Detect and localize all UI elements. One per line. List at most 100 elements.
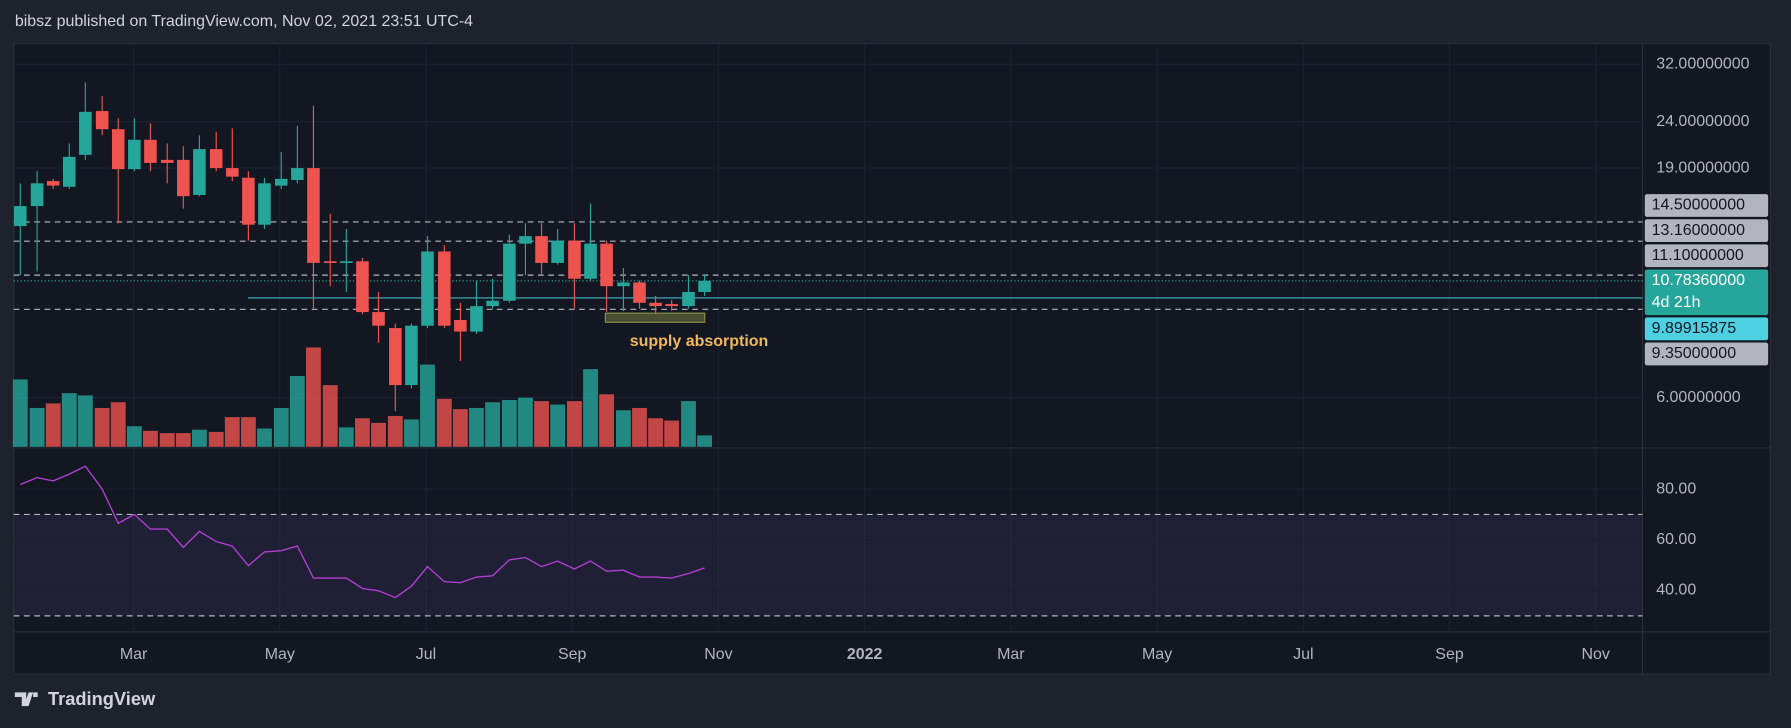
- candle-body: [144, 139, 157, 163]
- chart-area: [13, 43, 1644, 675]
- brand-name: TradingView: [48, 688, 156, 709]
- candle-body: [535, 236, 548, 263]
- candle-body: [372, 312, 385, 326]
- price-line-label: 9.35000000: [1652, 345, 1737, 362]
- price-line-box: [1644, 219, 1769, 243]
- volume-bar: [322, 385, 338, 447]
- y-tick-label: 32.00000000: [1656, 55, 1749, 72]
- candle-body: [128, 139, 141, 170]
- volume-bar: [289, 375, 305, 447]
- price-line-label: 14.50000000: [1652, 197, 1745, 214]
- volume-bar: [306, 347, 321, 447]
- candle-body: [698, 280, 711, 292]
- volume-bar: [420, 364, 435, 447]
- volume-bar: [191, 429, 207, 447]
- candle-body: [242, 177, 255, 225]
- volume-bar: [175, 433, 191, 447]
- candle-body: [356, 261, 369, 313]
- volume-bar: [452, 409, 468, 447]
- volume-bar: [29, 407, 45, 447]
- volume-bar: [681, 401, 696, 447]
- candle-body: [160, 159, 174, 163]
- volume-bar: [338, 427, 354, 447]
- volume-bar: [664, 420, 680, 447]
- x-tick-label: May: [265, 646, 295, 663]
- volume-bar: [94, 407, 110, 447]
- candle-body: [46, 181, 60, 186]
- y-tick-label: 19.00000000: [1656, 159, 1749, 176]
- x-tick-label: Nov: [1582, 646, 1610, 663]
- candle-body: [568, 240, 581, 279]
- last-price-box: [1644, 269, 1769, 316]
- volume-bar: [501, 399, 517, 447]
- x-tick-label: Mar: [120, 646, 148, 663]
- rsi-tick-label: 40.00: [1656, 582, 1696, 599]
- price-line-label: 13.16000000: [1652, 222, 1745, 239]
- candle-body: [503, 243, 516, 301]
- header-text: bibsz published on TradingView.com, Nov …: [15, 13, 473, 30]
- x-tick-label: Jul: [1293, 646, 1313, 663]
- x-tick-label: 2022: [847, 646, 883, 663]
- candle-body: [209, 149, 223, 169]
- logo: TradingView: [14, 688, 156, 709]
- candle-body: [340, 261, 353, 263]
- candle-body: [665, 304, 678, 307]
- y-tick-label: 24.00000000: [1656, 113, 1749, 130]
- volume-bar: [257, 428, 272, 447]
- candle-body: [193, 149, 206, 195]
- volume-bar: [632, 407, 647, 447]
- candle-body: [274, 178, 288, 186]
- candle-body: [323, 261, 337, 263]
- volume-bar: [648, 418, 664, 447]
- x-tick-label: Jul: [416, 646, 436, 663]
- rsi-line: [20, 465, 705, 599]
- volume-bar: [354, 418, 370, 447]
- candle-body: [617, 282, 630, 287]
- price-line-box: [1644, 342, 1769, 366]
- candle-body: [421, 251, 434, 326]
- rsi-tick-label: 60.00: [1656, 531, 1696, 548]
- x-tick-label: Sep: [558, 646, 587, 663]
- volume-bar: [12, 379, 28, 447]
- candle-body: [405, 325, 418, 386]
- candle-body: [584, 243, 597, 279]
- candle-body: [14, 206, 27, 227]
- volume-bar: [534, 401, 549, 447]
- candle-body: [600, 243, 613, 287]
- candle-body: [62, 156, 76, 187]
- volume-bar: [599, 394, 615, 447]
- volume-bar: [224, 417, 240, 447]
- volume-bar: [208, 431, 224, 447]
- volume-bar: [371, 422, 386, 447]
- volume-bar: [77, 395, 93, 447]
- volume-bar: [61, 393, 77, 447]
- volume-bar: [387, 415, 403, 447]
- candle-body: [649, 302, 662, 307]
- candle-body: [682, 291, 695, 307]
- volume-bar: [273, 407, 289, 447]
- candle-body: [226, 168, 239, 177]
- candle-body: [438, 251, 451, 326]
- price-line-box: [1644, 194, 1769, 217]
- x-tick-label: Sep: [1435, 646, 1464, 663]
- rsi-tick-label: 80.00: [1656, 480, 1696, 497]
- candle-body: [519, 236, 532, 244]
- price-line-label: 11.10000000: [1652, 247, 1744, 264]
- volume-bar: [469, 407, 484, 447]
- volume-bar: [45, 403, 61, 447]
- candle-body: [79, 111, 92, 155]
- annotation-text: supply absorption: [630, 333, 769, 350]
- candle-body: [291, 168, 304, 180]
- volume-bar: [567, 401, 582, 447]
- volume-bar: [697, 435, 712, 447]
- annotation-box: [604, 312, 706, 323]
- candle-body: [111, 129, 125, 170]
- logo-icon: [14, 692, 38, 707]
- candle-body: [551, 240, 564, 263]
- volume-bar: [583, 369, 598, 447]
- y-tick-label: 6.00000000: [1656, 389, 1741, 406]
- volume-bar: [436, 398, 452, 447]
- candle-body: [633, 282, 646, 303]
